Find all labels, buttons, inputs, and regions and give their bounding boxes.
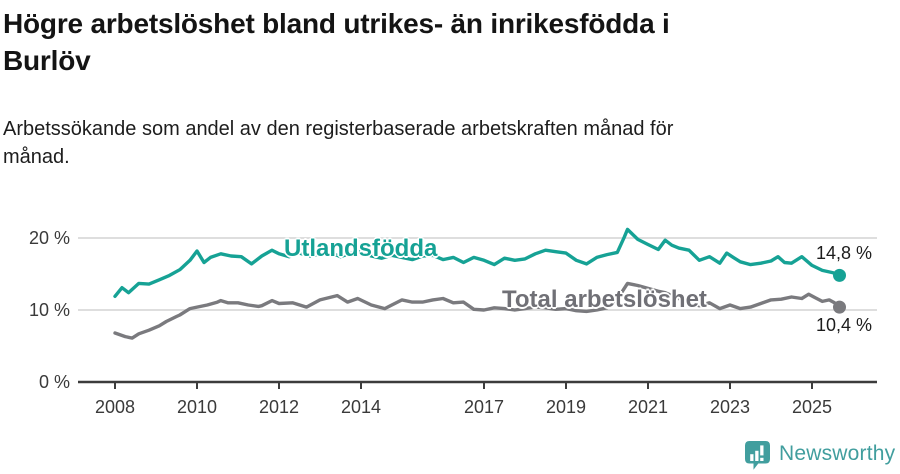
newsworthy-speech-bubble-bar-chart-icon [745, 441, 770, 470]
y-tick-label-10: 10 % [28, 300, 70, 320]
subtitle-line-1: Arbetssökande som andel av den registerb… [3, 118, 674, 140]
x-tick-label-2010: 2010 [176, 397, 218, 417]
x-tick-label-2023: 2023 [709, 397, 751, 417]
series-end-dot-total [833, 300, 846, 314]
x-tick-label-2012: 2012 [258, 397, 300, 417]
series-line-utlandsfodda [113, 227, 842, 298]
series-line-total [113, 281, 842, 340]
x-tick-label-2021: 2021 [627, 397, 669, 417]
y-tick-label-20: 20 % [28, 228, 70, 248]
series-end-dot-utlandsfodda [833, 268, 846, 282]
x-tick-label-2014: 2014 [340, 397, 382, 417]
newsworthy-logo[interactable]: Newsworthy [744, 440, 895, 471]
title-line-1: Högre arbetslöshet bland utrikes- än inr… [3, 8, 670, 39]
x-tick-label-2025: 2025 [791, 397, 833, 417]
subtitle-line-2: månad. [3, 146, 70, 168]
x-tick-label-2019: 2019 [545, 397, 587, 417]
end-value-utlandsfodda: 14,8 % [816, 243, 873, 263]
chart-subtitle: Arbetssökande som andel av den registerb… [3, 115, 833, 171]
series-label-utlandsfodda: Utlandsfödda [284, 235, 438, 262]
title-line-2: Burlöv [3, 45, 91, 76]
brand-name: Newsworthy [779, 442, 896, 465]
end-value-total: 10,4 % [816, 315, 873, 335]
page-title: Högre arbetslöshet bland utrikes- än inr… [3, 5, 873, 79]
x-tick-label-2008: 2008 [94, 397, 136, 417]
y-tick-label-0: 0 % [38, 372, 70, 392]
x-tick-label-2017: 2017 [463, 397, 505, 417]
series-label-total: Total arbetslöshet [502, 286, 707, 313]
